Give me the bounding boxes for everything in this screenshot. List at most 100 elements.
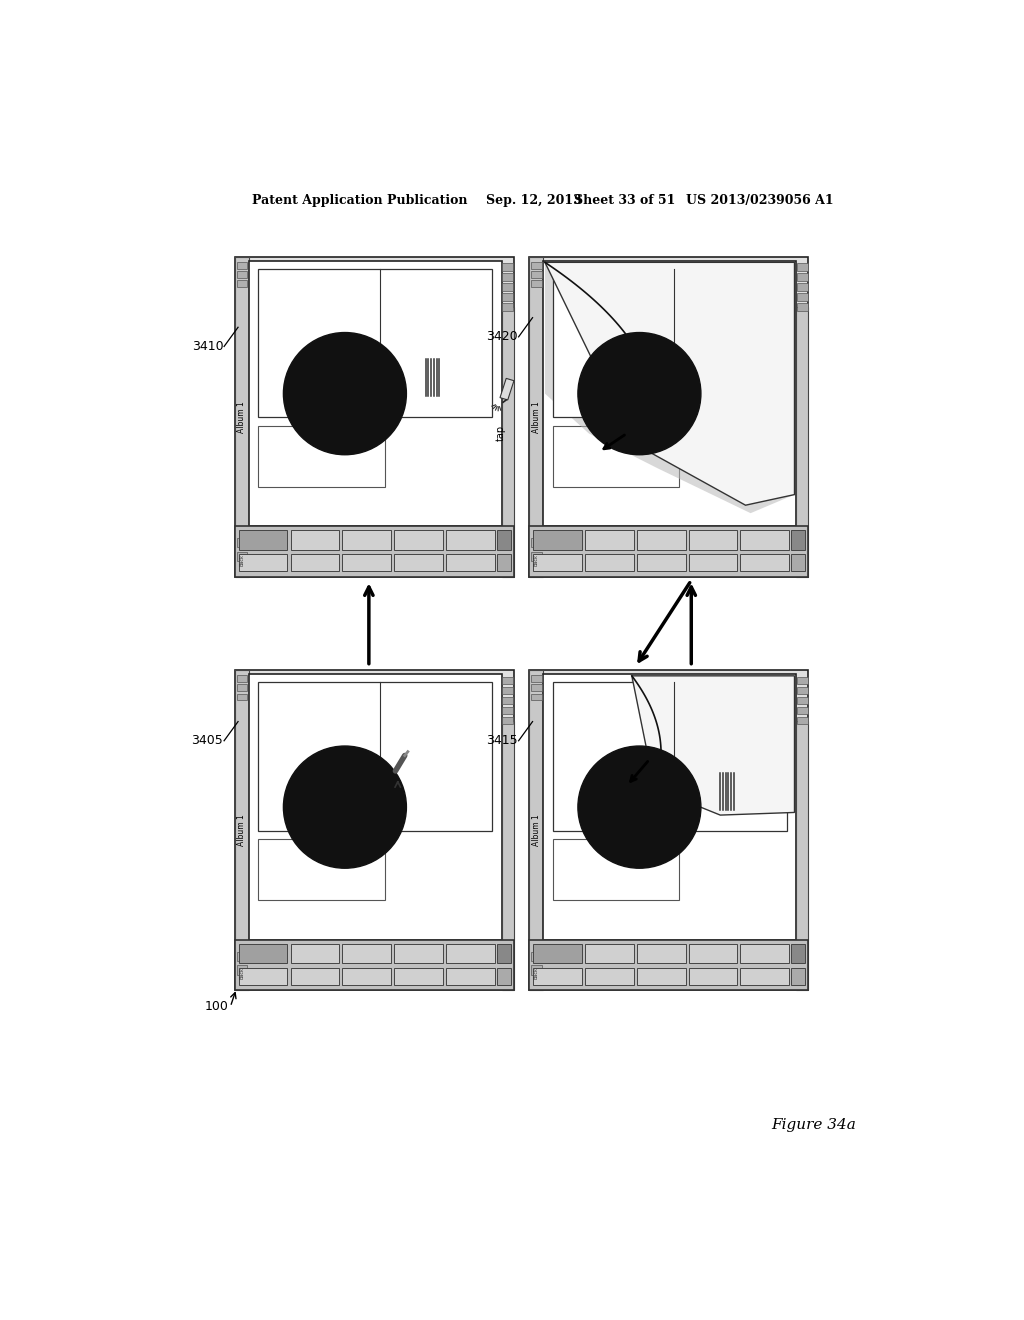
Text: Figure 34a: Figure 34a	[772, 1118, 856, 1131]
Bar	[234, 671, 249, 990]
Bar	[637, 968, 685, 985]
Bar	[342, 554, 391, 572]
Bar	[688, 554, 737, 572]
Bar	[740, 968, 790, 985]
Bar	[553, 682, 786, 830]
Polygon shape	[545, 263, 795, 513]
Bar	[237, 280, 248, 286]
Bar	[531, 675, 542, 682]
Bar	[237, 952, 248, 961]
Text: 3420: 3420	[486, 330, 518, 343]
Bar	[503, 677, 513, 684]
Bar	[503, 293, 513, 301]
Bar	[544, 675, 796, 940]
Bar	[529, 257, 544, 577]
Bar	[445, 554, 495, 572]
Bar	[234, 257, 249, 577]
Bar	[797, 706, 808, 714]
Bar	[394, 531, 442, 549]
Bar	[394, 968, 442, 985]
Bar	[797, 293, 808, 301]
Bar	[234, 940, 514, 990]
Bar	[529, 257, 809, 577]
Text: 100: 100	[205, 1001, 228, 1014]
Bar	[531, 539, 542, 548]
Polygon shape	[625, 676, 795, 821]
Bar	[445, 531, 495, 549]
Bar	[740, 554, 790, 572]
Bar	[497, 554, 511, 572]
Bar	[553, 425, 679, 487]
Bar	[237, 552, 248, 561]
Bar	[239, 554, 288, 572]
Bar	[688, 968, 737, 985]
Bar	[497, 944, 511, 964]
Text: US 2013/0239056 A1: US 2013/0239056 A1	[686, 194, 834, 207]
Bar	[237, 965, 248, 974]
Bar	[553, 840, 679, 900]
Bar	[258, 425, 385, 487]
Text: Back: Back	[534, 968, 539, 979]
Text: 3415: 3415	[486, 734, 518, 747]
Text: Album 1: Album 1	[238, 401, 247, 433]
Bar	[497, 531, 511, 549]
Bar	[585, 554, 634, 572]
Polygon shape	[500, 379, 514, 400]
Bar	[237, 684, 248, 692]
Bar	[797, 677, 808, 684]
Bar	[237, 539, 248, 548]
Text: Back: Back	[240, 968, 245, 979]
Bar	[534, 968, 582, 985]
Bar	[544, 261, 796, 527]
Bar	[796, 721, 809, 990]
Circle shape	[578, 333, 700, 454]
Bar	[394, 554, 442, 572]
Bar	[503, 284, 513, 290]
Bar	[688, 944, 737, 964]
Bar	[531, 280, 542, 286]
Bar	[531, 965, 542, 974]
Bar	[531, 952, 542, 961]
Bar	[797, 686, 808, 694]
Bar	[792, 531, 805, 549]
Bar	[503, 686, 513, 694]
Bar	[531, 271, 542, 277]
Bar	[797, 717, 808, 725]
Text: Back: Back	[240, 553, 245, 565]
Text: 3405: 3405	[191, 734, 223, 747]
Bar	[503, 263, 513, 271]
Bar	[797, 263, 808, 271]
Bar	[503, 273, 513, 281]
Bar	[585, 944, 634, 964]
Bar	[239, 968, 288, 985]
Bar	[258, 840, 385, 900]
Bar	[503, 717, 513, 725]
Bar	[529, 527, 809, 577]
Bar	[531, 261, 542, 268]
Bar	[237, 261, 248, 268]
Text: Patent Application Publication: Patent Application Publication	[252, 194, 468, 207]
Bar	[529, 671, 544, 990]
Bar	[637, 944, 685, 964]
Bar	[342, 968, 391, 985]
Bar	[239, 531, 288, 549]
Bar	[291, 554, 339, 572]
Bar	[585, 968, 634, 985]
Text: tap: tap	[496, 425, 506, 441]
Bar	[792, 968, 805, 985]
Bar	[237, 675, 248, 682]
Bar	[531, 693, 542, 701]
Bar	[534, 944, 582, 964]
Text: Album 1: Album 1	[238, 814, 247, 846]
Bar	[637, 554, 685, 572]
Bar	[529, 940, 809, 990]
Bar	[342, 944, 391, 964]
Bar	[258, 682, 493, 830]
Bar	[502, 308, 514, 577]
Bar	[534, 531, 582, 549]
Bar	[258, 268, 493, 417]
Bar	[502, 721, 514, 990]
Bar	[291, 531, 339, 549]
Bar	[249, 675, 502, 940]
Circle shape	[578, 746, 700, 869]
